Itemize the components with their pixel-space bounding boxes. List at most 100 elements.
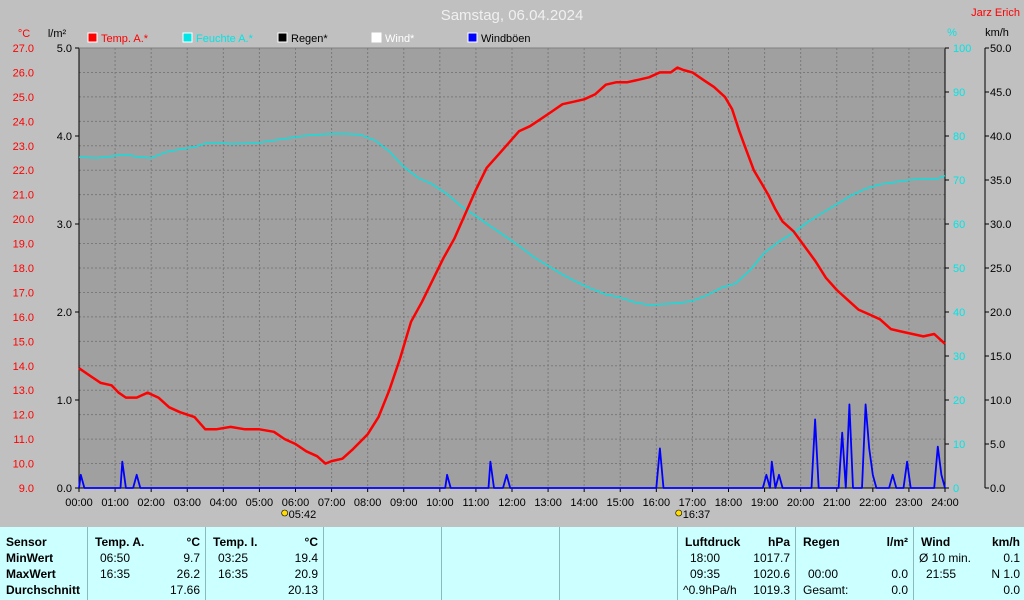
pressure-unit: hPa — [767, 535, 790, 549]
temp-tick-label: 27.0 — [13, 43, 34, 55]
legend-label-gust: Windböen — [481, 33, 531, 45]
temp-a-max: 26.2 — [176, 567, 200, 581]
humidity-tick-label: 80 — [953, 131, 965, 143]
rain-time: 00:00 — [808, 567, 839, 581]
sun-event-label: 05:42 — [289, 509, 317, 521]
temp-a-avg: 17.66 — [169, 583, 200, 597]
legend-label-rain: Regen* — [291, 33, 328, 45]
x-tick-label: 03:00 — [173, 497, 201, 509]
x-tick-label: 13:00 — [534, 497, 562, 509]
x-tick-label: 07:00 — [318, 497, 346, 509]
wind-tick-label: 0.0 — [990, 483, 1005, 495]
temp-i-min-time: 03:25 — [218, 551, 249, 565]
x-tick-label: 23:00 — [895, 497, 923, 509]
legend-swatch-rain — [277, 32, 288, 43]
pressure-trend-label: ^0.9hPa/h — [683, 583, 737, 597]
series-layer — [78, 66, 946, 489]
temp-tick-label: 25.0 — [13, 92, 34, 104]
divider — [205, 527, 206, 600]
x-tick-label: 24:00 — [931, 497, 959, 509]
temp-tick-label: 14.0 — [13, 361, 34, 373]
pressure-max-time: 09:35 — [690, 567, 721, 581]
humidity-axis-unit: % — [947, 27, 957, 39]
legend-label-wind: Wind* — [385, 33, 415, 45]
temp-tick-label: 11.0 — [13, 434, 34, 446]
temp-tick-label: 16.0 — [13, 312, 34, 324]
pressure-trend: 1019.3 — [753, 583, 790, 597]
temp-tick-label: 13.0 — [13, 385, 34, 397]
pressure-min-time: 18:00 — [690, 551, 721, 565]
x-tick-label: 20:00 — [787, 497, 815, 509]
temp-tick-label: 22.0 — [13, 165, 34, 177]
temp-tick-label: 24.0 — [13, 116, 34, 128]
humidity-tick-label: 100 — [953, 43, 971, 55]
series-line-temp-a — [78, 66, 946, 465]
legend-swatch-humidity — [182, 32, 193, 43]
x-tick-label: 16:00 — [643, 497, 671, 509]
x-tick-label: 19:00 — [751, 497, 779, 509]
temp-a-max-time: 16:35 — [100, 567, 131, 581]
legend-label-humidity: Feuchte A.* — [196, 33, 254, 45]
temp-tick-label: 9.0 — [19, 483, 34, 495]
rain-unit: l/m² — [886, 535, 908, 549]
humidity-tick-label: 70 — [953, 175, 965, 187]
humidity-tick-label: 60 — [953, 219, 965, 231]
temp-i-max-time: 16:35 — [218, 567, 249, 581]
divider — [795, 527, 796, 600]
humidity-tick-label: 40 — [953, 307, 965, 319]
wind-avg-label: Ø 10 min. — [919, 551, 972, 565]
wind-tick-label: 20.0 — [990, 307, 1011, 319]
temp-i-unit: °C — [304, 535, 318, 549]
x-tick-label: 22:00 — [859, 497, 887, 509]
temp-i-avg: 20.13 — [287, 583, 318, 597]
wind-tick-label: 5.0 — [990, 439, 1005, 451]
x-tick-label: 11:00 — [463, 497, 490, 509]
x-tick-label: 15:00 — [606, 497, 634, 509]
humidity-tick-label: 90 — [953, 87, 965, 99]
row-label-min: MinWert — [6, 551, 54, 565]
wind-avg: 0.1 — [1003, 551, 1020, 565]
humidity-tick-label: 0 — [953, 483, 959, 495]
grid — [79, 48, 945, 488]
sun-icon — [281, 509, 288, 517]
rain-tick-label: 1.0 — [57, 395, 72, 407]
series-line-windböen — [78, 403, 946, 489]
wind-max-time: 21:55 — [926, 567, 957, 581]
wind-unit: km/h — [991, 535, 1020, 549]
row-label-avg: Durchschnitt — [6, 583, 81, 597]
sun-event-label: 16:37 — [683, 509, 711, 521]
wind-tick-label: 40.0 — [990, 131, 1011, 143]
wind-max: N 1.0 — [991, 567, 1020, 581]
wind-avg2: 0.0 — [1003, 583, 1020, 597]
wind-tick-label: 50.0 — [990, 43, 1011, 55]
x-tick-label: 00:00 — [65, 497, 93, 509]
rain-axis-unit: l/m² — [48, 28, 67, 40]
divider — [559, 527, 560, 600]
humidity-tick-label: 10 — [953, 439, 965, 451]
temp-tick-label: 21.0 — [13, 190, 34, 202]
x-tick-label: 01:00 — [101, 497, 129, 509]
legend-swatch-temp — [87, 32, 98, 43]
x-tick-label: 06:00 — [282, 497, 310, 509]
x-tick-label: 18:00 — [715, 497, 743, 509]
temp-tick-label: 19.0 — [13, 239, 34, 251]
axes: 00:00 01:00 02:00 03:00 04:00 05:00 06:00 07:00… — [13, 43, 1012, 509]
temp-tick-label: 17.0 — [13, 287, 34, 299]
divider — [323, 527, 324, 600]
temp-tick-label: 18.0 — [13, 263, 34, 275]
x-tick-label: 21:00 — [823, 497, 851, 509]
wind-tick-label: 35.0 — [990, 175, 1011, 187]
rain-tick-label: 3.0 — [57, 219, 72, 231]
temp-tick-label: 20.0 — [13, 214, 34, 226]
wind-tick-label: 25.0 — [990, 263, 1011, 275]
rain-tick-label: 5.0 — [57, 43, 72, 55]
temp-tick-label: 10.0 — [13, 459, 34, 471]
temp-tick-label: 12.0 — [13, 410, 34, 422]
temp-a-unit: °C — [186, 535, 200, 549]
temp-tick-label: 23.0 — [13, 141, 34, 153]
divider — [87, 527, 88, 600]
temp-tick-label: 26.0 — [13, 67, 34, 79]
temp-tick-label: 15.0 — [13, 336, 34, 348]
wind-axis-unit: km/h — [985, 27, 1009, 39]
divider — [677, 527, 678, 600]
